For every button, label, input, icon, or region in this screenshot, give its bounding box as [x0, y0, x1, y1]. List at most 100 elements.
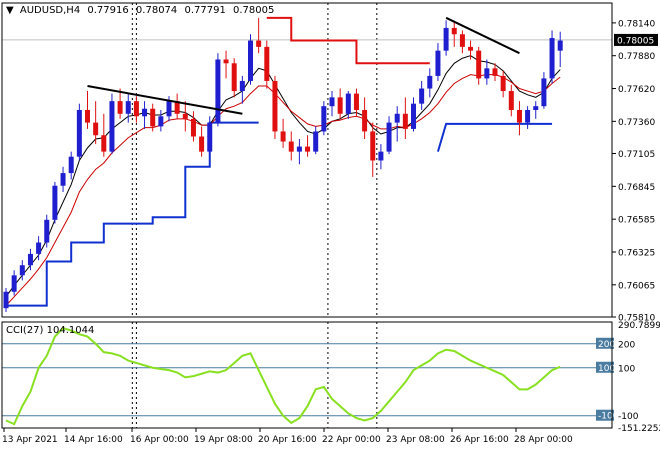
- candle-body: [492, 68, 498, 76]
- candle-body: [3, 291, 9, 309]
- candle: [508, 84, 514, 117]
- time-tick-label: 26 Apr 16:00: [450, 435, 509, 445]
- candle: [468, 40, 474, 60]
- candle: [459, 30, 465, 54]
- candle: [378, 144, 384, 170]
- candle: [239, 75, 245, 104]
- candle: [492, 63, 498, 81]
- cci-tick-label: 290.7899: [618, 321, 660, 331]
- candle-body: [256, 40, 262, 47]
- time-tick-label: 19 Apr 08:00: [194, 435, 253, 445]
- candle-body: [435, 50, 441, 76]
- candle-body: [443, 27, 449, 51]
- candle-body: [362, 109, 368, 132]
- candle-body: [11, 275, 17, 292]
- header-arrow-icon: ▼: [6, 5, 14, 16]
- separator-layer: [2, 3, 612, 428]
- price-tick-label: 0.76065: [618, 281, 655, 291]
- stop-level-support: [6, 121, 259, 307]
- candle-body: [288, 141, 294, 152]
- cci-line: [5, 327, 561, 426]
- candle-body: [27, 253, 33, 266]
- cci-level-tag: [596, 337, 614, 349]
- candle-body: [484, 68, 490, 79]
- candle: [321, 101, 327, 136]
- time-tick-label: 22 Apr 00:00: [322, 435, 381, 445]
- time-tick-label: 23 Apr 08:00: [386, 435, 445, 445]
- candle: [125, 93, 131, 123]
- candle-body: [280, 131, 286, 142]
- candle-body: [557, 40, 563, 51]
- candle: [68, 151, 74, 180]
- candle-body: [248, 40, 253, 81]
- trendline: [445, 16, 520, 55]
- candle: [207, 116, 213, 157]
- header-low: 0.77791: [184, 5, 225, 16]
- candle-body: [117, 101, 123, 114]
- candle-body: [215, 59, 221, 123]
- candle-body: [174, 101, 180, 114]
- candle: [476, 46, 482, 85]
- header-open: 0.77916: [87, 5, 128, 16]
- candle-body: [142, 108, 148, 117]
- candle-body: [272, 80, 278, 132]
- cci-frame: [1, 321, 613, 429]
- candle-body: [264, 46, 270, 81]
- cci-level-tag: [596, 361, 614, 373]
- candle-body: [60, 173, 66, 186]
- candle: [44, 214, 50, 248]
- candle: [19, 260, 25, 281]
- candle: [427, 68, 433, 98]
- trendline: [87, 85, 243, 115]
- candle-body: [125, 101, 131, 114]
- candle: [313, 126, 319, 155]
- candle-body: [166, 101, 172, 117]
- candle-body: [419, 88, 425, 104]
- cci-tick-label: 200: [618, 340, 635, 350]
- candle-body: [370, 131, 376, 161]
- candle: [60, 166, 66, 193]
- candle-body: [190, 118, 196, 137]
- cci-tick-label: 100: [618, 364, 635, 374]
- candle-body: [199, 136, 205, 152]
- candle: [142, 101, 148, 129]
- candle: [182, 101, 188, 132]
- candle-body: [305, 146, 311, 152]
- candle: [419, 80, 425, 110]
- candle: [533, 101, 539, 119]
- candle: [288, 131, 294, 161]
- candle: [158, 109, 164, 132]
- candle: [443, 20, 449, 56]
- candle: [362, 97, 368, 140]
- cci-tick-label: -100: [618, 412, 639, 422]
- price-tick-label: 0.76585: [618, 216, 655, 226]
- cci-tick-label: -151.2252: [618, 424, 660, 434]
- candle-body: [394, 113, 400, 123]
- candle-body: [19, 265, 25, 276]
- candle: [500, 70, 506, 98]
- candle: [329, 91, 335, 117]
- candle-body: [76, 109, 82, 157]
- candle-body: [223, 59, 229, 64]
- price-frame: [1, 2, 613, 318]
- stop-level-support: [436, 122, 553, 152]
- price-tick-label: 0.78140: [618, 19, 655, 29]
- candle-body: [508, 91, 514, 110]
- current-price-label: 0.78005: [617, 36, 654, 46]
- candle: [109, 93, 115, 155]
- candle: [36, 236, 42, 261]
- candle-body: [296, 146, 302, 152]
- candle: [557, 31, 563, 68]
- candle-body: [402, 113, 408, 129]
- candle-body: [93, 122, 99, 136]
- candle: [541, 72, 547, 109]
- candle: [256, 17, 262, 54]
- candle-body: [150, 108, 156, 127]
- price-tick-label: 0.75810: [618, 314, 655, 324]
- cci-plot: 200 100 -100: [2, 327, 619, 426]
- cci-level-tag: [596, 409, 614, 421]
- candle: [248, 34, 253, 85]
- candle-body: [85, 109, 90, 123]
